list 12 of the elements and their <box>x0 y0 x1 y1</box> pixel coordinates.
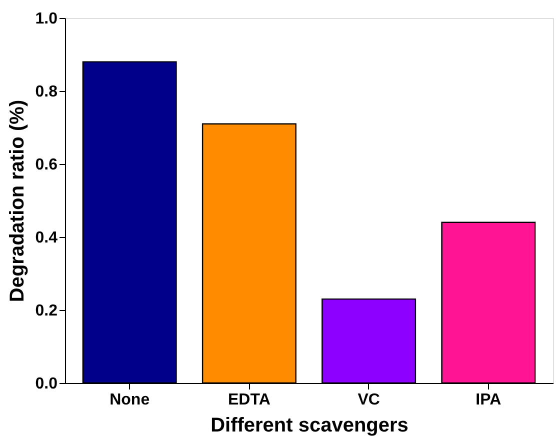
y-tick-label: 0.8 <box>35 84 58 100</box>
y-tick-label: 1.0 <box>35 10 58 28</box>
y-axis-title: Degradation ratio (%) <box>6 100 28 302</box>
x-tick-label: None <box>110 392 150 408</box>
y-tick-label: 0.2 <box>35 302 58 320</box>
x-axis-title: Different scavengers <box>210 414 408 436</box>
x-tick-label: EDTA <box>228 392 271 408</box>
x-tick-label: IPA <box>476 392 502 408</box>
y-tick-label: 0.6 <box>35 156 58 174</box>
y-tick-label: 0.4 <box>35 230 58 246</box>
x-tick-label: VC <box>358 392 380 408</box>
y-tick-label: 0.0 <box>35 376 58 392</box>
